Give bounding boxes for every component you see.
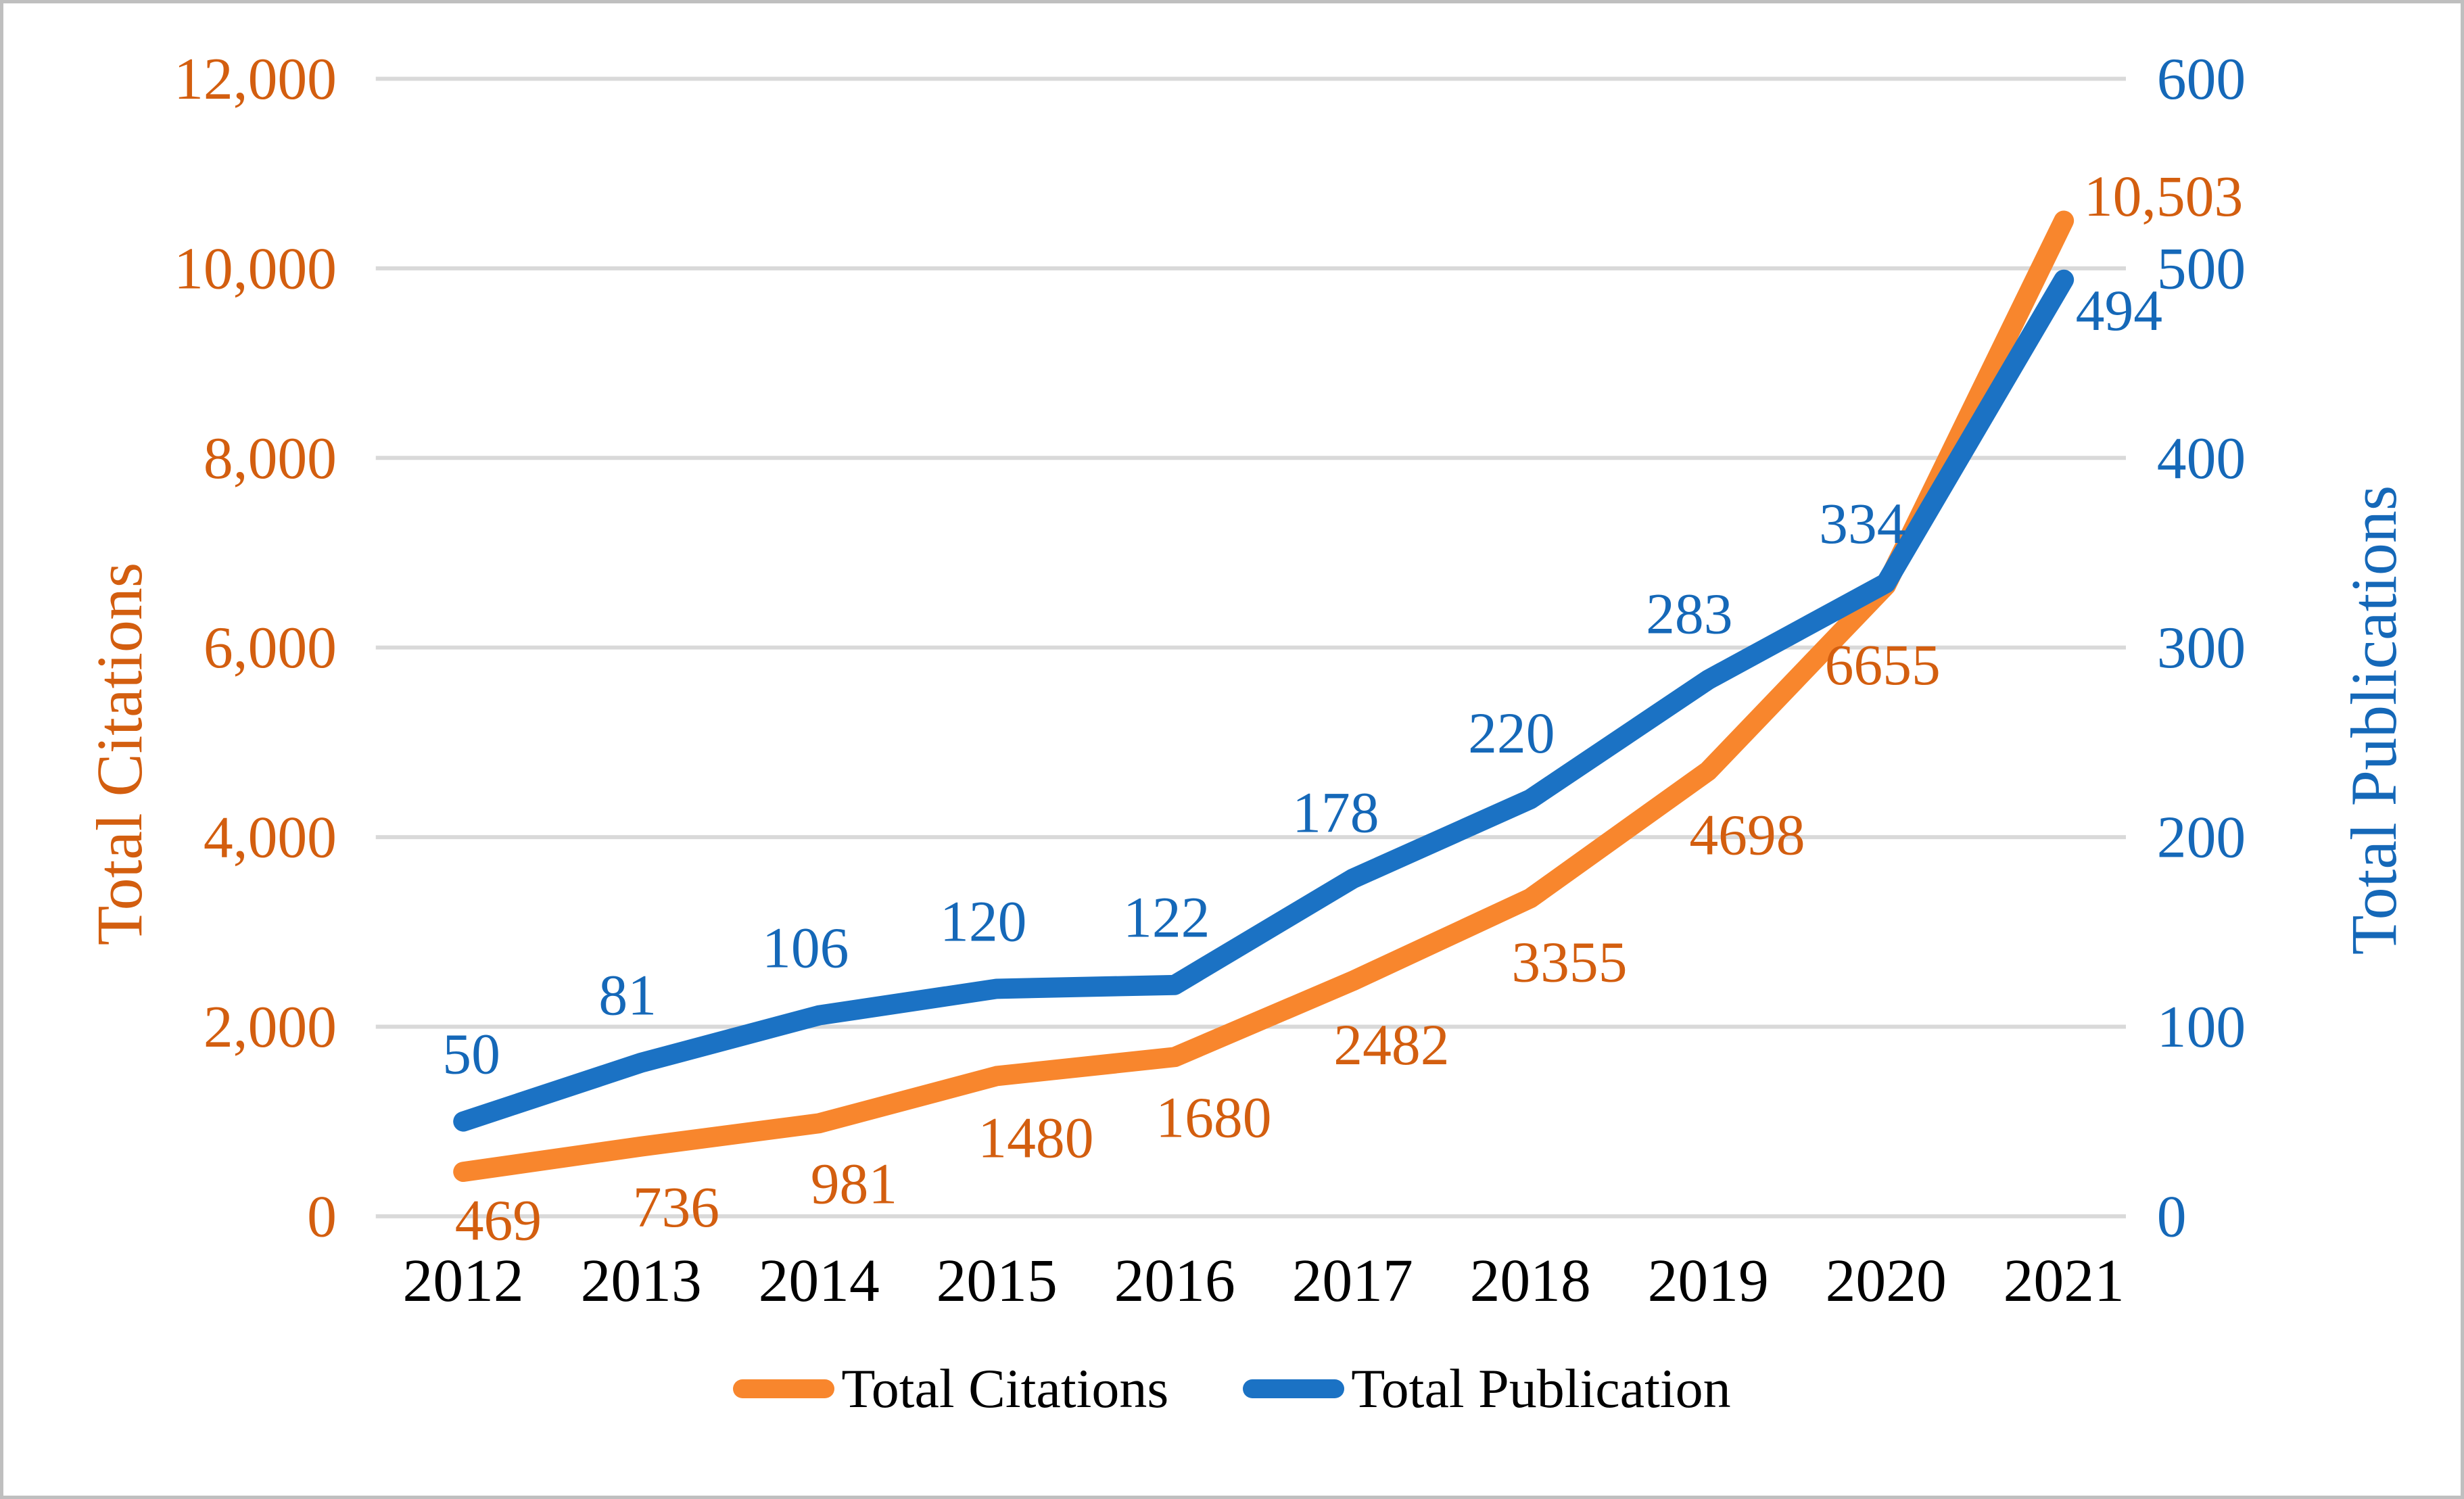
right-axis-tick-label: 200 bbox=[2157, 805, 2246, 870]
legend-item-total-publication: Total Publication bbox=[1243, 1358, 1731, 1419]
data-label-citations-2014: 981 bbox=[811, 1151, 897, 1216]
right-axis-tick-label: 500 bbox=[2157, 235, 2246, 301]
right-axis-title: Total Publications bbox=[2338, 485, 2410, 955]
data-label-publication-2017: 178 bbox=[1292, 781, 1379, 845]
x-axis-label-2019: 2019 bbox=[1648, 1247, 1769, 1314]
right-axis-tick-label: 600 bbox=[2157, 46, 2246, 112]
data-label-citations-2021: 10,503 bbox=[2084, 164, 2243, 229]
left-axis-tick-label: 4,000 bbox=[204, 805, 337, 870]
data-label-publication-2012: 50 bbox=[442, 1022, 500, 1087]
left-axis-tick-label: 10,000 bbox=[174, 235, 337, 301]
x-axis-label-2017: 2017 bbox=[1292, 1247, 1413, 1314]
data-label-publication-2020: 334 bbox=[1819, 492, 1905, 556]
data-label-publication-2014: 106 bbox=[762, 916, 849, 980]
right-axis-tick-label: 100 bbox=[2157, 994, 2246, 1060]
x-axis-label-2015: 2015 bbox=[937, 1247, 1058, 1314]
legend-label-total-citations: Total Citations bbox=[841, 1358, 1169, 1419]
legend-label-total-publication: Total Publication bbox=[1351, 1358, 1731, 1419]
left-axis-tick-label: 12,000 bbox=[174, 46, 337, 112]
x-axis-label-2012: 2012 bbox=[403, 1247, 524, 1314]
x-axis-label-2021: 2021 bbox=[2004, 1247, 2125, 1314]
left-axis-tick-label: 0 bbox=[307, 1183, 337, 1249]
citations-line-swatch-icon bbox=[733, 1379, 835, 1398]
total-citations-line bbox=[453, 210, 2075, 1183]
left-axis-tick-label: 6,000 bbox=[204, 615, 337, 680]
data-label-citations-2019: 4698 bbox=[1689, 803, 1805, 867]
data-label-publication-2016: 122 bbox=[1123, 886, 1210, 950]
legend: Total Citations Total Publication bbox=[3, 1361, 2461, 1417]
data-label-publication-2019: 283 bbox=[1646, 581, 1732, 646]
data-label-publication-2013: 81 bbox=[598, 963, 657, 1028]
right-axis-tick-label: 400 bbox=[2157, 425, 2246, 491]
data-label-publication-2021: 494 bbox=[2076, 279, 2162, 343]
data-label-citations-2018: 3355 bbox=[1511, 930, 1627, 995]
total-publication-line bbox=[453, 269, 2075, 1132]
data-label-citations-2017: 2482 bbox=[1333, 1013, 1449, 1077]
legend-item-total-citations: Total Citations bbox=[733, 1361, 1168, 1417]
right-axis-tick-label: 300 bbox=[2157, 615, 2246, 680]
left-axis-tick-label: 2,000 bbox=[204, 994, 337, 1060]
x-axis-label-2014: 2014 bbox=[759, 1247, 880, 1314]
x-axis-label-2013: 2013 bbox=[581, 1247, 702, 1314]
left-axis-title: Total Citations bbox=[83, 562, 156, 946]
data-label-publication-2018: 220 bbox=[1468, 701, 1555, 765]
left-axis-tick-label: 8,000 bbox=[204, 425, 337, 491]
data-label-citations-2013: 736 bbox=[633, 1175, 719, 1239]
x-axis-label-2020: 2020 bbox=[1826, 1247, 1947, 1314]
x-axis-label-2018: 2018 bbox=[1470, 1247, 1591, 1314]
data-label-citations-2012: 469 bbox=[455, 1188, 542, 1252]
dual-axis-line-chart: 0 0 2,000 100 4,000 200 6,000 300 8,000 400 10,000… bbox=[174, 46, 2246, 1314]
data-label-citations-2015: 1480 bbox=[978, 1105, 1093, 1170]
data-label-citations-2016: 1680 bbox=[1156, 1085, 1271, 1149]
x-axis-label-2016: 2016 bbox=[1114, 1247, 1235, 1314]
publication-line-swatch-icon bbox=[1243, 1379, 1345, 1398]
right-axis-tick-label: 0 bbox=[2157, 1183, 2187, 1249]
data-label-publication-2015: 120 bbox=[940, 889, 1026, 953]
data-label-citations-2020: 6655 bbox=[1825, 633, 1941, 697]
